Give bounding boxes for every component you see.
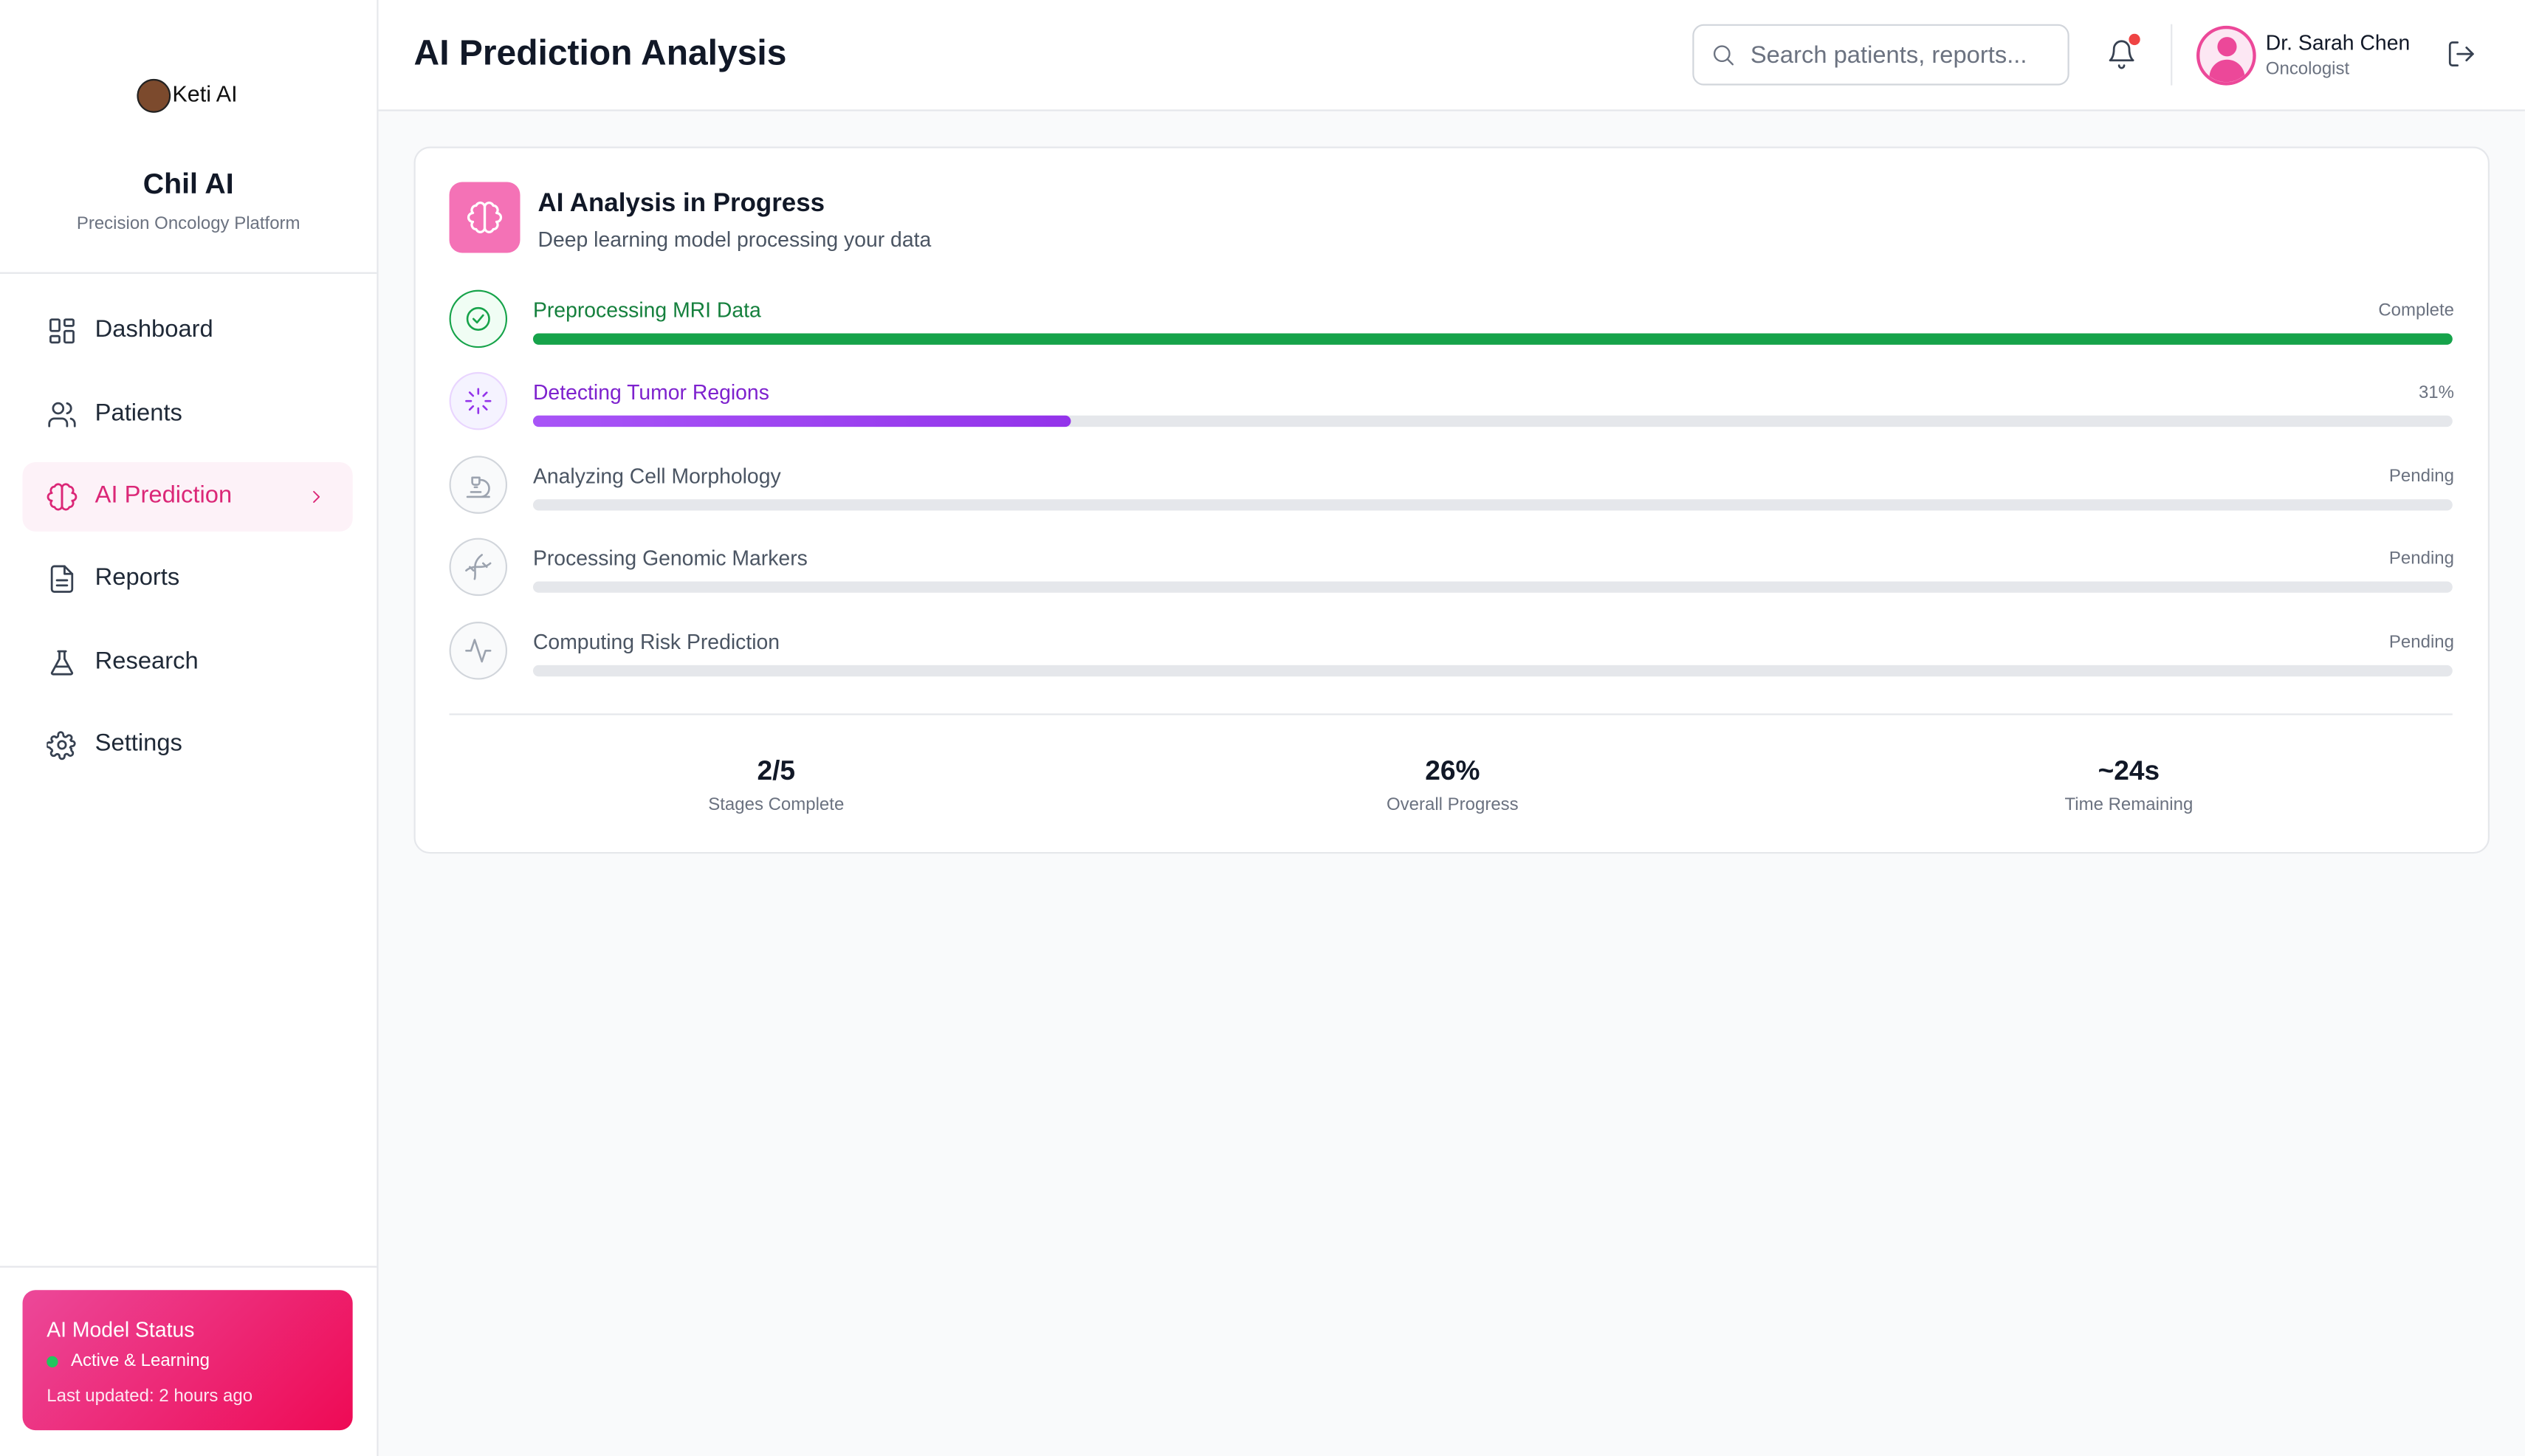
divider <box>0 1266 377 1268</box>
progress-track <box>532 333 2453 345</box>
bell-icon[interactable] <box>2106 38 2137 69</box>
nav-icon <box>47 483 78 511</box>
brand-name: Chil AI <box>142 167 234 200</box>
progress-track <box>532 416 2453 427</box>
nav-item[interactable]: Research <box>23 628 353 697</box>
nav-label: Reports <box>95 564 180 592</box>
stage-label: Detecting Tumor Regions <box>532 380 769 405</box>
notification-dot <box>2129 33 2140 46</box>
status-dot <box>47 1356 58 1368</box>
progress-fill <box>532 333 2453 345</box>
status-updated: Last updated: 2 hours ago <box>47 1387 253 1407</box>
user-name: Dr. Sarah Chen <box>2265 30 2411 55</box>
stage-icon <box>449 621 508 679</box>
stage-status: Pending <box>2388 632 2454 652</box>
sidebar: Keti AI Chil AI Precision Oncology Platf… <box>0 0 379 1456</box>
nav-icon <box>47 731 76 760</box>
stage-glyph <box>465 554 492 580</box>
stage-icon <box>449 372 508 431</box>
stat-value: 2/5 <box>757 755 796 786</box>
nav-item[interactable]: Reports <box>23 545 353 614</box>
search-placeholder: Search patients, reports... <box>1750 41 2027 69</box>
nav-label: Settings <box>95 729 182 758</box>
nav-item[interactable]: Settings <box>23 710 353 780</box>
logo-text: Keti AI <box>172 80 238 106</box>
nav-icon <box>50 649 74 675</box>
nav-icon <box>48 402 76 427</box>
stage-icon <box>449 455 508 514</box>
stage-status: Pending <box>2388 549 2454 569</box>
divider <box>0 272 377 274</box>
stage-status: Pending <box>2388 467 2454 487</box>
search-box[interactable]: Search patients, reports... <box>1692 24 2069 86</box>
stat-label: Time Remaining <box>2064 795 2194 815</box>
stage-status: Complete <box>2378 301 2454 321</box>
logout-icon[interactable] <box>2446 38 2476 69</box>
analysis-card: AI Analysis in Progress Deep learning mo… <box>413 146 2490 854</box>
search-icon <box>1713 45 1734 66</box>
stat-value: 26% <box>1425 755 1480 786</box>
stage-label: Preprocessing MRI Data <box>532 298 761 323</box>
progress-track <box>532 665 2453 676</box>
brand-tagline: Precision Oncology Platform <box>76 214 300 234</box>
chevron <box>313 490 320 503</box>
stage-glyph <box>465 638 492 662</box>
status-text: Active & Learning <box>70 1351 210 1371</box>
progress-track <box>532 498 2453 511</box>
stat-label: Stages Complete <box>708 795 845 815</box>
stage-icon <box>449 538 508 597</box>
stage-icon <box>449 289 508 348</box>
divider <box>449 713 2453 715</box>
stage-label: Analyzing Cell Morphology <box>532 463 781 488</box>
card-subtitle: Deep learning model processing your data <box>537 227 932 252</box>
stage-label: Computing Risk Prediction <box>532 629 780 653</box>
user-role: Oncologist <box>2265 59 2350 79</box>
card-icon <box>449 182 521 253</box>
stage-label: Processing Genomic Markers <box>532 546 808 571</box>
model-status-card: AI Model Status Active & Learning Last u… <box>22 1290 353 1431</box>
stage-glyph <box>466 476 490 498</box>
status-title: AI Model Status <box>47 1317 195 1342</box>
logo-avatar <box>137 78 171 113</box>
divider <box>2171 24 2173 86</box>
nav-icon <box>50 566 74 594</box>
progress-fill <box>532 416 1071 427</box>
card-title: AI Analysis in Progress <box>537 190 825 218</box>
nav-icon <box>49 319 75 345</box>
stage-glyph <box>465 388 492 415</box>
user-avatar[interactable] <box>2196 25 2256 86</box>
progress-track <box>532 581 2453 594</box>
nav-item[interactable]: Dashboard <box>23 297 353 366</box>
nav-label: Dashboard <box>95 316 213 344</box>
stat-value: ~24s <box>2098 755 2160 786</box>
nav-label: AI Prediction <box>95 481 233 509</box>
nav-label: Research <box>95 647 199 675</box>
stage-status: 31% <box>2418 384 2454 404</box>
nav-label: Patients <box>95 399 182 427</box>
nav-item[interactable]: AI Prediction <box>22 462 353 532</box>
stage-glyph <box>466 306 490 331</box>
page-title: AI Prediction Analysis <box>413 32 787 73</box>
header: AI Prediction Analysis Search patients, … <box>378 0 2525 111</box>
nav-item[interactable]: Patients <box>23 380 353 449</box>
stat-label: Overall Progress <box>1386 795 1519 815</box>
